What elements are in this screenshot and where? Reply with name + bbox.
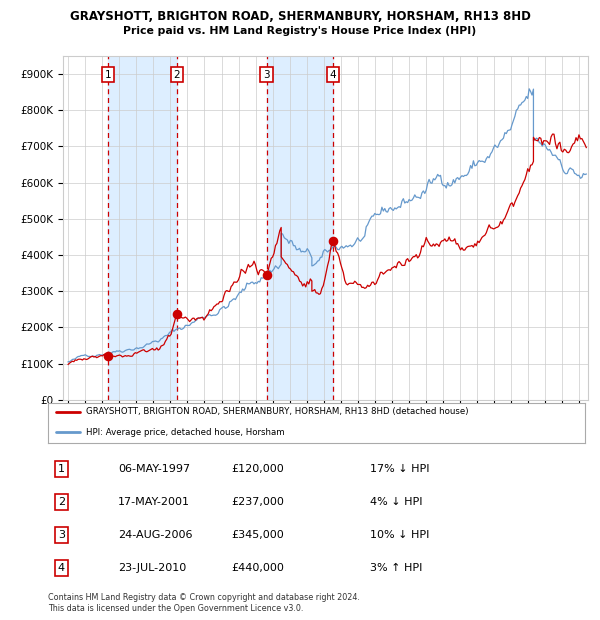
Text: £237,000: £237,000	[232, 497, 284, 507]
Text: £345,000: £345,000	[232, 529, 284, 540]
Text: 2: 2	[58, 497, 65, 507]
Text: 2: 2	[173, 69, 180, 79]
Text: GRAYSHOTT, BRIGHTON ROAD, SHERMANBURY, HORSHAM, RH13 8HD (detached house): GRAYSHOTT, BRIGHTON ROAD, SHERMANBURY, H…	[86, 407, 468, 417]
Text: 24-AUG-2006: 24-AUG-2006	[118, 529, 193, 540]
Text: 3: 3	[263, 69, 270, 79]
Text: This data is licensed under the Open Government Licence v3.0.: This data is licensed under the Open Gov…	[48, 604, 304, 613]
Text: 06-MAY-1997: 06-MAY-1997	[118, 464, 190, 474]
Text: Contains HM Land Registry data © Crown copyright and database right 2024.: Contains HM Land Registry data © Crown c…	[48, 593, 360, 602]
Text: Price paid vs. HM Land Registry's House Price Index (HPI): Price paid vs. HM Land Registry's House …	[124, 26, 476, 36]
Point	[262, 270, 271, 280]
Text: £120,000: £120,000	[232, 464, 284, 474]
Text: GRAYSHOTT, BRIGHTON ROAD, SHERMANBURY, HORSHAM, RH13 8HD: GRAYSHOTT, BRIGHTON ROAD, SHERMANBURY, H…	[70, 10, 530, 23]
Bar	[108, 56, 177, 400]
Text: HPI: Average price, detached house, Horsham: HPI: Average price, detached house, Hors…	[86, 428, 284, 436]
Point	[328, 236, 338, 246]
Text: 1: 1	[105, 69, 112, 79]
Point	[103, 352, 113, 361]
Text: 17-MAY-2001: 17-MAY-2001	[118, 497, 190, 507]
Text: 1: 1	[58, 464, 65, 474]
Text: 3% ↑ HPI: 3% ↑ HPI	[370, 562, 422, 573]
Point	[172, 309, 182, 319]
Text: £440,000: £440,000	[232, 562, 284, 573]
Text: 10% ↓ HPI: 10% ↓ HPI	[370, 529, 430, 540]
Text: 3: 3	[58, 529, 65, 540]
Text: 23-JUL-2010: 23-JUL-2010	[118, 562, 186, 573]
Text: 4% ↓ HPI: 4% ↓ HPI	[370, 497, 422, 507]
Text: 4: 4	[58, 562, 65, 573]
Text: 17% ↓ HPI: 17% ↓ HPI	[370, 464, 430, 474]
Text: 4: 4	[330, 69, 337, 79]
Bar	[266, 56, 333, 400]
